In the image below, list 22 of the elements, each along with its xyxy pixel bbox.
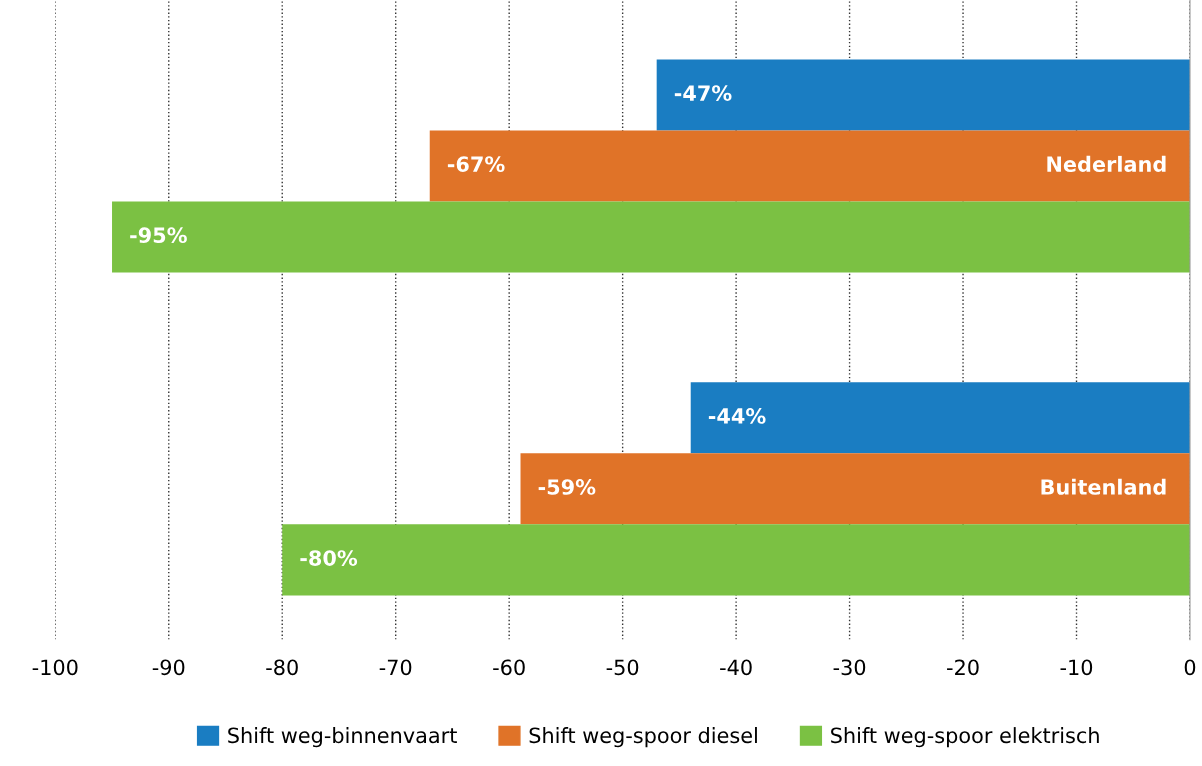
- data-label: -80%: [300, 550, 358, 566]
- legend-label: Shift weg-spoor elektrisch: [831, 727, 1099, 748]
- data-label: -95%: [130, 227, 187, 244]
- x-tick-label: -70: [379, 659, 412, 676]
- x-tick-label: 0: [1184, 659, 1196, 676]
- x-tick-label: -40: [720, 659, 752, 676]
- x-tick-label: -100: [32, 659, 78, 676]
- x-tick-label: -30: [833, 659, 866, 676]
- y-tick-label: Buitenland: [1041, 478, 1166, 495]
- x-tick-label: -50: [606, 659, 639, 676]
- data-label: -44%: [708, 408, 766, 424]
- data-label: -59%: [538, 479, 596, 495]
- x-tick-label: -20: [947, 659, 979, 676]
- x-tick-label: -10: [1060, 659, 1093, 676]
- data-label: -67%: [447, 156, 505, 172]
- data-label: -47%: [674, 85, 732, 101]
- x-tick-label: -90: [152, 659, 185, 676]
- y-tick-label: Nederland: [1047, 155, 1166, 172]
- x-tick-label: -60: [493, 659, 525, 676]
- legend-label: Shift weg-binnenvaart: [228, 727, 457, 748]
- legend-label: Shift weg-spoor diesel: [529, 727, 757, 748]
- x-tick-label: -80: [266, 659, 298, 676]
